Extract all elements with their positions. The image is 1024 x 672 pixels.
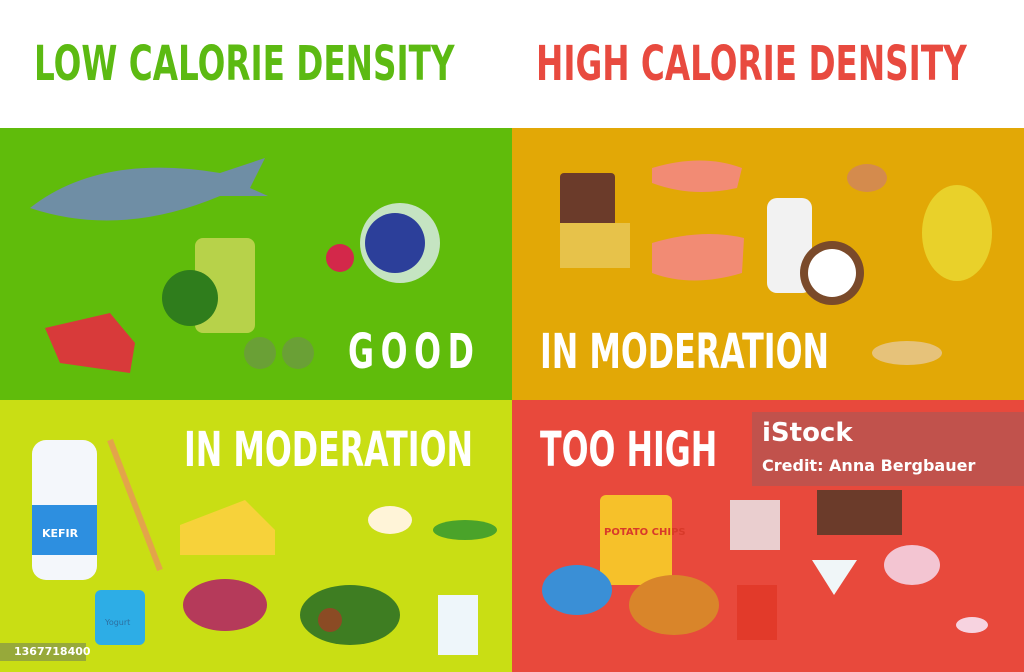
cheese [180, 500, 275, 555]
almonds [847, 164, 887, 192]
fries [737, 585, 777, 640]
fish [30, 158, 268, 221]
steak [45, 313, 135, 373]
kefir-label: KEFIR [42, 527, 79, 540]
panel-moderation-high: IN MODERATION [512, 128, 1024, 400]
image-id: 1367718400 [0, 643, 91, 661]
candy [956, 617, 988, 633]
label-in-moderation-top: IN MODERATION [540, 324, 830, 380]
peas [433, 520, 497, 540]
label-too-high: TOO HIGH [540, 422, 718, 478]
dairy-foods-illustration: KEFIR Yogurt [32, 438, 497, 655]
brussels-sprouts [244, 337, 276, 369]
yogurt-label: Yogurt [104, 618, 130, 627]
low-calorie-title: LOW CALORIE DENSITY [34, 36, 455, 92]
panel-good: GOOD [0, 128, 512, 400]
watermark: iStock Credit: Anna Bergbauer [752, 412, 1024, 486]
peanuts [872, 341, 942, 365]
chips-bowl [542, 565, 612, 615]
burger [629, 575, 719, 635]
watermark-credit: Credit: Anna Bergbauer [762, 456, 976, 475]
whiskey-glass [730, 500, 780, 550]
broccoli [162, 270, 218, 326]
panel-moderation-low: KEFIR Yogurt IN MODERATION [0, 400, 512, 672]
chips-bag [600, 495, 672, 585]
avocado [300, 585, 400, 645]
junk-foods-illustration: POTATO CHIPS [542, 490, 988, 640]
high-calorie-title: HIGH CALORIE DENSITY [536, 36, 967, 92]
yogurt [95, 590, 145, 645]
wheat [107, 438, 163, 572]
sweet-potato [183, 579, 267, 631]
milk-glass [438, 595, 478, 655]
eggs [368, 506, 412, 534]
label-good: GOOD [348, 324, 481, 380]
berries [326, 244, 354, 272]
martini [812, 560, 857, 595]
cake [817, 490, 902, 535]
oil-jar [922, 185, 992, 281]
low-density-foods-illustration [30, 158, 440, 373]
label-in-moderation-bottom: IN MODERATION [184, 422, 474, 478]
ice-cream [884, 545, 940, 585]
watermark-logo: iStock [762, 418, 853, 448]
salmon [652, 160, 742, 192]
high-density-foods-illustration [560, 160, 992, 365]
chips-label: POTATO CHIPS [604, 527, 686, 538]
